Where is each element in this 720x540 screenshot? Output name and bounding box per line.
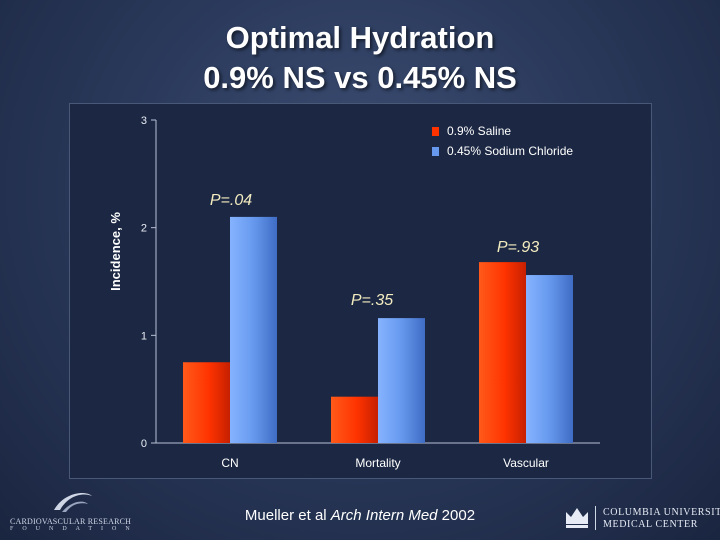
title-line-1: Optimal Hydration (225, 20, 495, 55)
p-value-annotation: P=.04 (210, 192, 252, 209)
swoosh-icon (54, 492, 92, 512)
citation-author: Mueller et al (244, 507, 331, 524)
legend-swatch-1 (432, 127, 439, 136)
x-tick-label: CN (221, 456, 238, 470)
citation-journal: Arch Intern Med (330, 507, 438, 524)
y-axis-title: Incidence, % (108, 212, 123, 291)
crown-icon (566, 508, 588, 528)
y-tick-label: 2 (141, 223, 147, 235)
legend-swatch-2 (432, 147, 439, 156)
bar-vascular-series-2 (526, 275, 573, 443)
columbia-logo-line2: MEDICAL CENTER (603, 519, 698, 530)
bar-chart: 0 1 2 3 Incidence, % CN Mortality Vascular P=.0… (108, 115, 600, 470)
legend-label-2: 0.45% Sodium Chloride (447, 144, 573, 158)
bar-cn-series-2 (230, 216, 277, 443)
crf-logo-line2: FOUNDATION (10, 526, 139, 532)
bar-cn-series-1 (183, 362, 230, 443)
y-tick-label: 1 (141, 330, 147, 342)
p-value-annotation: P=.93 (497, 239, 539, 256)
citation: Mueller et al Arch Intern Med 2002 (0, 507, 720, 524)
page-title: Optimal Hydration 0.9% NS vs 0.45% NS (0, 18, 720, 98)
logo-divider (595, 506, 596, 530)
legend-label-1: 0.9% Saline (447, 124, 511, 138)
crf-logo: CARDIOVASCULAR RESEARCH FOUNDATION (10, 488, 131, 532)
title-line-2: 0.9% NS vs 0.45% NS (203, 60, 517, 95)
p-value-annotation: P=.35 (351, 292, 393, 309)
crf-logo-line1: CARDIOVASCULAR RESEARCH (10, 517, 132, 526)
bar-mortality-series-1 (331, 396, 378, 443)
columbia-logo-text: COLUMBIA UNIVERSITY MEDICAL CENTER (603, 507, 720, 531)
bar-vascular-series-1 (479, 262, 526, 443)
columbia-logo: COLUMBIA UNIVERSITY MEDICAL CENTER (563, 504, 720, 534)
y-tick-label: 3 (141, 115, 147, 127)
bar-mortality-series-2 (378, 318, 425, 443)
y-tick-label: 0 (141, 438, 147, 450)
columbia-logo-line1: COLUMBIA UNIVERSITY (603, 507, 720, 518)
citation-year: 2002 (437, 507, 476, 524)
chart-panel: 0 1 2 3 Incidence, % CN Mortality Vascular P=.0… (69, 103, 652, 479)
x-tick-label: Vascular (503, 456, 549, 470)
x-tick-label: Mortality (355, 456, 400, 470)
